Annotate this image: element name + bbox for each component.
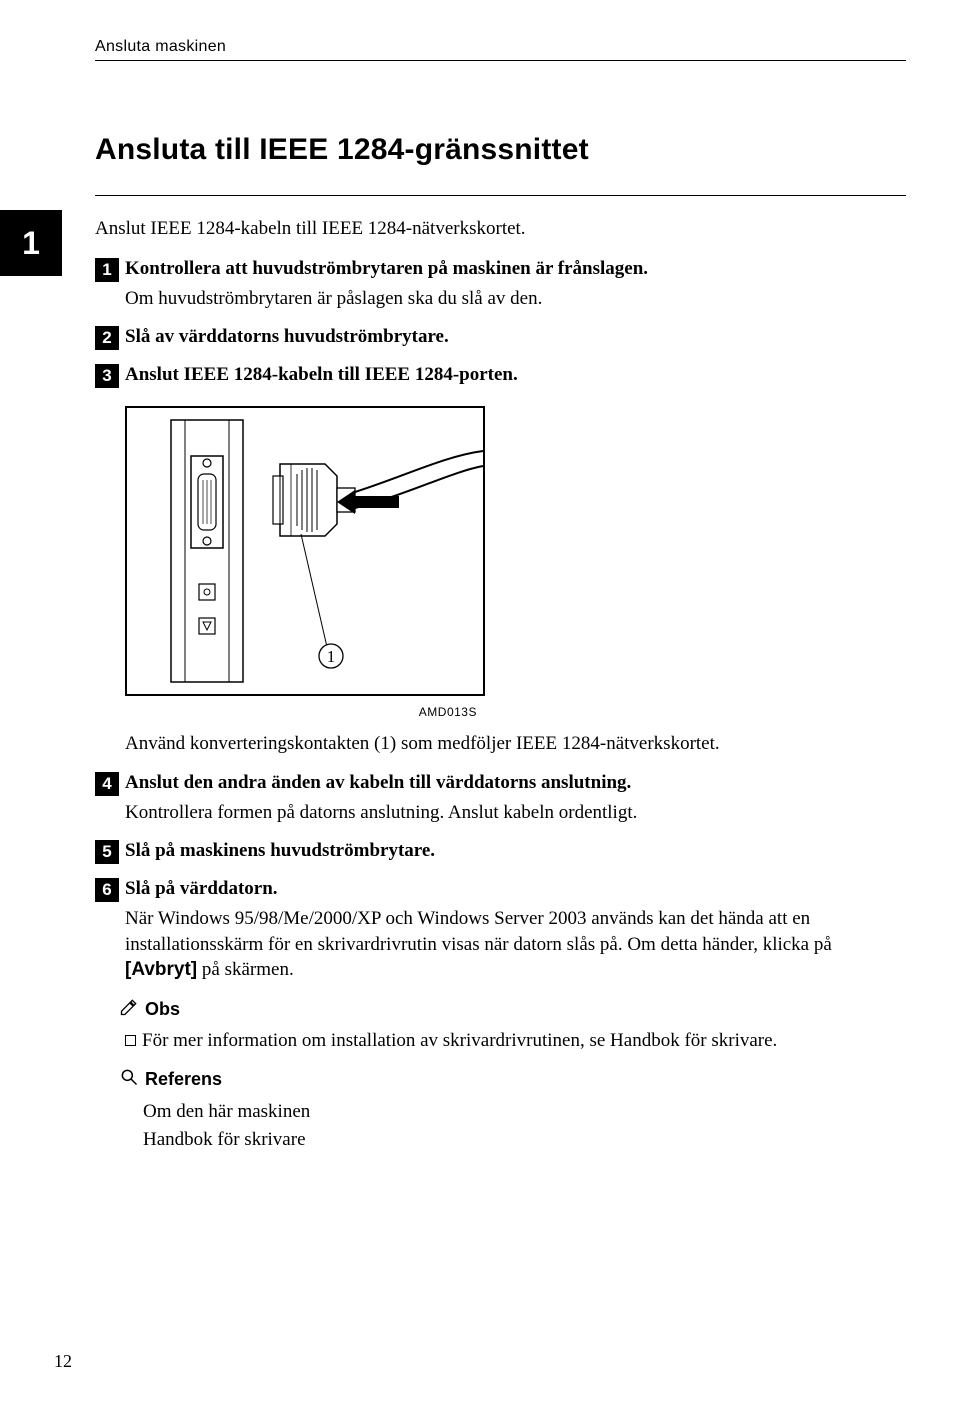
step-body: Kontrollera formen på datorns anslutning… xyxy=(125,800,906,826)
pencil-icon xyxy=(119,997,139,1022)
step-1: 1 Kontrollera att huvudströmbrytaren på … xyxy=(95,256,906,312)
note-heading: Obs xyxy=(119,997,906,1022)
running-header: Ansluta maskinen xyxy=(95,38,906,56)
section-rule xyxy=(95,195,906,196)
reference-body: Om den här maskinen Handbok för skrivare xyxy=(143,1098,906,1153)
step-6: 6 Slå på värddatorn. När Windows 95/98/M… xyxy=(95,876,906,983)
step-heading: Anslut IEEE 1284-kabeln till IEEE 1284-p… xyxy=(125,362,518,388)
step-number-badge: 3 xyxy=(95,364,119,388)
figure-caption-code: AMD013S xyxy=(125,705,485,719)
reference-line-1: Om den här maskinen xyxy=(143,1098,906,1126)
reference-heading: Referens xyxy=(119,1067,906,1092)
step-number-badge: 1 xyxy=(95,258,119,282)
step-heading: Slå på maskinens huvudströmbrytare. xyxy=(125,838,435,864)
page-number: 12 xyxy=(54,1351,72,1372)
step-number-badge: 5 xyxy=(95,840,119,864)
step-4: 4 Anslut den andra änden av kabeln till … xyxy=(95,770,906,826)
step-body: Om huvudströmbrytaren är påslagen ska du… xyxy=(125,286,906,312)
step-3: 3 Anslut IEEE 1284-kabeln till IEEE 1284… xyxy=(95,362,906,388)
note-text: För mer information om installation av s… xyxy=(142,1030,777,1051)
reference-label: Referens xyxy=(145,1069,222,1090)
step-5: 5 Slå på maskinens huvudströmbrytare. xyxy=(95,838,906,864)
figure-callout-number: 1 xyxy=(327,647,336,666)
magnify-icon xyxy=(119,1067,139,1092)
intro-text: Anslut IEEE 1284-kabeln till IEEE 1284-n… xyxy=(95,218,906,240)
step-heading: Anslut den andra änden av kabeln till vä… xyxy=(125,770,631,796)
section-title: Ansluta till IEEE 1284-gränssnittet xyxy=(95,133,906,167)
square-bullet-icon xyxy=(125,1035,136,1046)
step-heading: Slå av värddatorns huvudströmbrytare. xyxy=(125,324,449,350)
header-rule xyxy=(95,60,906,61)
note-label: Obs xyxy=(145,999,180,1020)
port-diagram-svg: 1 xyxy=(125,406,485,696)
avbryt-label: [Avbryt] xyxy=(125,959,197,980)
step-body: När Windows 95/98/Me/2000/XP och Windows… xyxy=(125,906,906,983)
step-number-badge: 2 xyxy=(95,326,119,350)
step6-prefix: När Windows 95/98/Me/2000/XP och Windows… xyxy=(125,908,832,955)
page-content: Ansluta maskinen Ansluta till IEEE 1284-… xyxy=(0,0,960,1192)
step-number-badge: 4 xyxy=(95,772,119,796)
step-2: 2 Slå av värddatorns huvudströmbrytare. xyxy=(95,324,906,350)
figure-container: 1 AMD013S xyxy=(125,406,485,719)
margin-tab: 1 xyxy=(0,210,62,276)
step-heading: Slå på värddatorn. xyxy=(125,876,278,902)
reference-line-2: Handbok för skrivare xyxy=(143,1126,906,1154)
step-number-badge: 6 xyxy=(95,878,119,902)
step-heading: Kontrollera att huvudströmbrytaren på ma… xyxy=(125,256,648,282)
note-body: För mer information om installation av s… xyxy=(143,1028,906,1054)
figure-description: Använd konverteringskontakten (1) som me… xyxy=(125,731,906,757)
step6-suffix: på skärmen. xyxy=(197,959,294,980)
